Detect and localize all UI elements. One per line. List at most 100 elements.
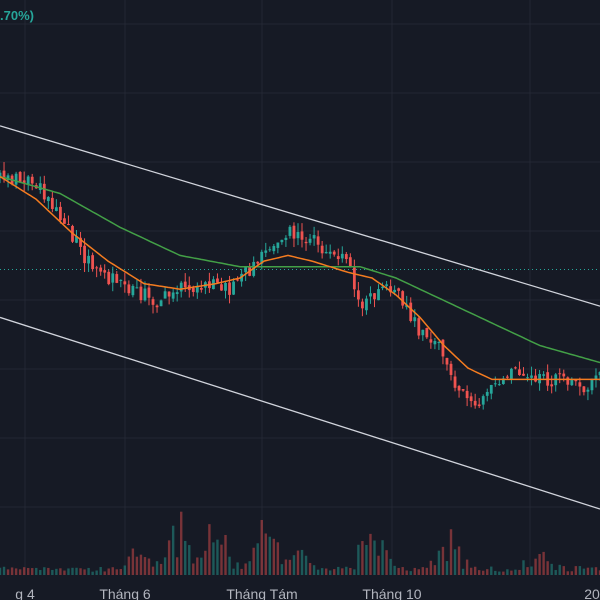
volume-bar <box>212 542 215 575</box>
volume-bar <box>329 570 332 575</box>
candle-body <box>155 305 159 308</box>
candle-body <box>38 183 42 190</box>
volume-bar <box>409 571 412 575</box>
candle-body <box>75 236 78 243</box>
volume-bar <box>502 571 505 575</box>
candle-body <box>63 218 66 224</box>
candle-body <box>276 242 280 248</box>
candle-body <box>14 173 18 185</box>
volume-bar <box>10 567 14 575</box>
volume-bar <box>14 568 18 575</box>
volume-bar <box>385 550 388 575</box>
candle-body <box>389 286 393 293</box>
candle-body <box>268 249 272 251</box>
candle-body <box>505 376 509 378</box>
volume-bar <box>220 544 223 575</box>
trend-channel <box>0 125 600 510</box>
volume-bar <box>526 567 529 575</box>
volume-bar <box>228 556 231 575</box>
candle-body <box>344 254 348 260</box>
candle-body <box>365 298 368 311</box>
volume-bar <box>296 550 300 575</box>
candle-body <box>54 207 58 212</box>
volume-bar <box>453 549 457 575</box>
candle-body <box>256 261 260 264</box>
volume-bar <box>445 561 449 575</box>
candle-body <box>26 176 30 184</box>
candle-body <box>493 383 497 385</box>
candle-body <box>369 293 372 297</box>
candle-body <box>59 206 62 221</box>
volume-bar <box>369 533 372 575</box>
candle-body <box>397 288 401 291</box>
volume-bar <box>59 568 62 575</box>
volume-bar <box>175 557 179 575</box>
x-tick-label: g 4 <box>15 586 35 600</box>
candle-body <box>485 391 489 396</box>
x-tick-label: Tháng Tám <box>226 586 297 600</box>
volume-bar <box>71 567 74 575</box>
volume-bar <box>574 566 578 575</box>
candle-body <box>22 180 26 184</box>
volume-bar <box>465 559 469 575</box>
volume-bar <box>167 540 171 575</box>
volume-bar <box>236 562 239 575</box>
volume-bar <box>63 570 66 575</box>
volume-bar <box>477 570 481 575</box>
candle-body <box>497 384 501 386</box>
candle-body <box>336 256 340 260</box>
candle-body <box>79 237 82 247</box>
volume-bar <box>31 568 34 575</box>
channel-lower-line <box>0 316 600 510</box>
candle-body <box>550 384 554 387</box>
volume-bar <box>115 569 118 575</box>
volume-bar <box>530 566 533 575</box>
volume-bar <box>151 566 155 575</box>
volume-bar <box>598 570 600 575</box>
candle-body <box>437 341 441 343</box>
volume-bar <box>288 559 292 575</box>
volume-bar <box>304 555 308 575</box>
volume-bar <box>260 519 263 575</box>
moving-average-short-line <box>0 175 600 381</box>
x-axis: g 4 Tháng 6 Tháng Tám Tháng 10 20 <box>15 586 600 600</box>
candle-body <box>111 273 115 283</box>
volume-bar <box>18 569 22 575</box>
volume-bar <box>240 568 243 575</box>
candle-body <box>570 378 574 386</box>
volume-bar <box>200 557 203 575</box>
volume-bar <box>550 563 553 575</box>
volume-bar <box>107 568 110 575</box>
volume-bar <box>135 556 139 575</box>
volume-bar <box>95 570 98 575</box>
candle-body <box>199 287 203 290</box>
volume-bar <box>373 540 376 575</box>
candle-body <box>489 384 493 394</box>
volume-bar <box>457 546 461 575</box>
candle-body <box>526 377 529 379</box>
volume-bar <box>546 561 549 575</box>
volume-bar <box>582 568 586 575</box>
volume-bar <box>35 567 38 575</box>
volume-bar <box>506 569 509 575</box>
candle-body <box>6 175 10 181</box>
grid <box>0 0 600 575</box>
candle-body <box>590 378 594 391</box>
volume-bar <box>429 560 433 575</box>
volume-bar <box>522 560 525 575</box>
volume-bar <box>554 570 557 575</box>
candle-body <box>469 396 473 402</box>
volume-bar <box>594 567 598 575</box>
volume-bar <box>538 554 541 575</box>
volume-bar <box>518 569 521 575</box>
candle-body <box>175 292 179 295</box>
candle-body <box>465 390 469 399</box>
volume-bar <box>498 571 501 575</box>
volume-bar <box>566 571 569 575</box>
volume-bar <box>578 566 582 575</box>
volume-bar <box>51 569 54 575</box>
candle-body <box>292 225 296 239</box>
moving-averages <box>0 175 600 381</box>
